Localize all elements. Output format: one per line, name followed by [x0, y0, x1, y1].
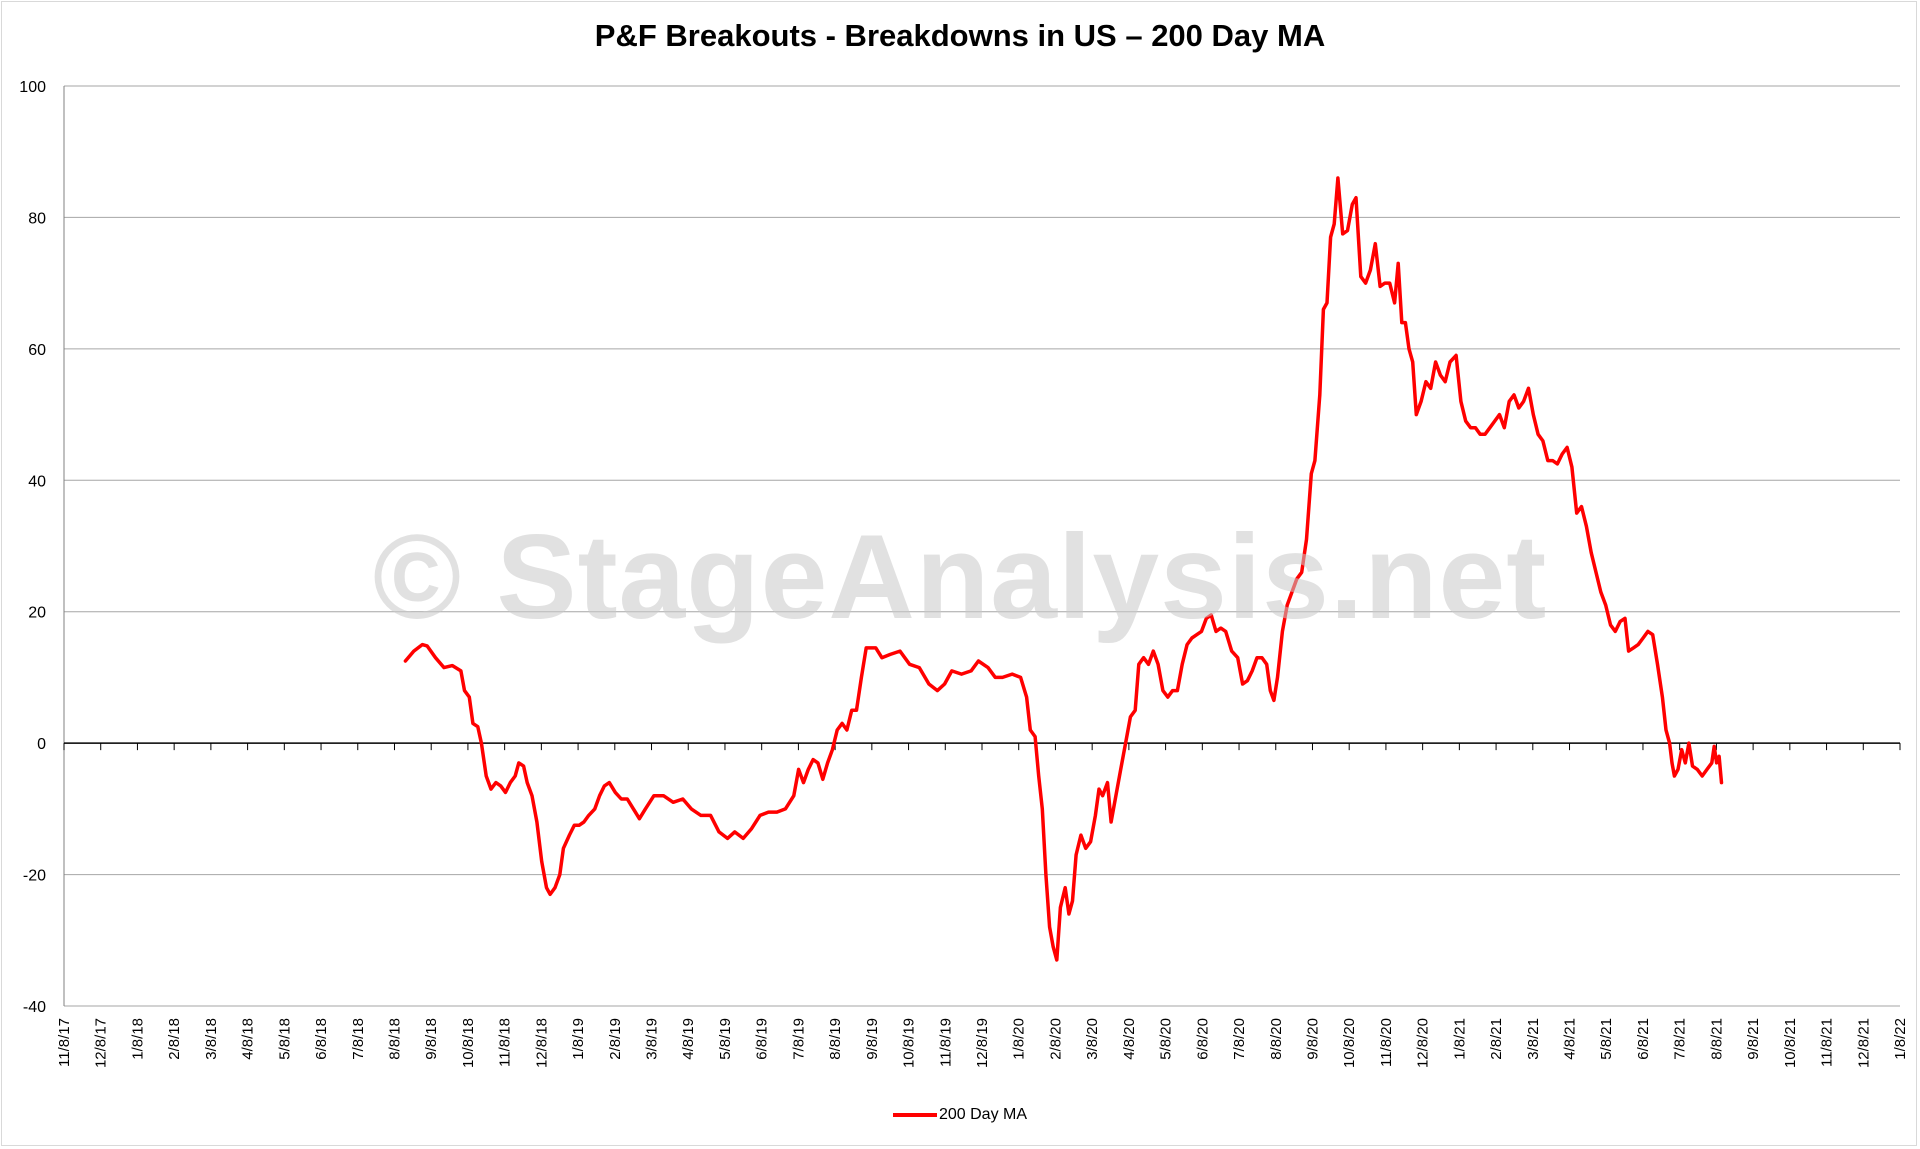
- legend-swatch: [892, 1113, 937, 1117]
- x-tick-label: 11/8/21: [1819, 1018, 1836, 1067]
- x-tick-label: 11/8/19: [937, 1018, 954, 1067]
- x-tick-label: 3/8/19: [644, 1018, 661, 1060]
- y-tick-label: 60: [28, 342, 46, 359]
- x-tick-label: 5/8/18: [276, 1018, 293, 1060]
- legend-label: 200 Day MA: [938, 1106, 1028, 1123]
- y-tick-label: -40: [23, 999, 46, 1016]
- x-tick-label: 8/8/19: [827, 1018, 844, 1060]
- x-tick-label: 6/8/18: [313, 1018, 330, 1060]
- x-tick-label: 11/8/17: [56, 1018, 73, 1067]
- x-tick-labels: 11/8/17 12/8/17 1/8/18 2/8/18 3/8/18 4/8/18 5/…: [56, 1018, 1909, 1068]
- x-tick-label: 10/8/19: [901, 1018, 918, 1068]
- y-tick-label: -20: [23, 868, 46, 885]
- x-tick-label: 1/8/19: [570, 1018, 587, 1060]
- x-tick-label: 3/8/21: [1525, 1018, 1542, 1060]
- x-tick-label: 10/8/18: [460, 1018, 477, 1068]
- x-tick-label: 9/8/18: [423, 1018, 440, 1060]
- x-tick-label: 9/8/20: [1304, 1018, 1321, 1060]
- x-tick-label: 6/8/21: [1635, 1018, 1652, 1060]
- x-tick-label: 12/8/20: [1415, 1018, 1432, 1068]
- chart-title: P&F Breakouts - Breakdowns in US – 200 D…: [594, 18, 1326, 53]
- x-tick-label: 7/8/19: [790, 1018, 807, 1060]
- y-tick-labels: 100 80 60 40 20 0 -20 -40: [19, 79, 46, 1016]
- y-tick-label: 40: [28, 473, 46, 490]
- x-tick-label: 8/8/20: [1268, 1018, 1285, 1060]
- x-tick-label: 2/8/19: [607, 1018, 624, 1060]
- x-tick-label: 12/8/17: [93, 1018, 110, 1068]
- series-line: [403, 176, 1724, 962]
- x-tick-label: 12/8/21: [1855, 1018, 1872, 1068]
- gridlines: [64, 85, 1900, 1007]
- x-tick-label: 2/8/21: [1488, 1018, 1505, 1060]
- x-tick-label: 7/8/18: [350, 1018, 367, 1060]
- x-tick-label: 3/8/20: [1084, 1018, 1101, 1060]
- x-tick-label: 1/8/21: [1451, 1018, 1468, 1060]
- y-tick-label: 0: [37, 736, 46, 753]
- x-tick-label: 6/8/20: [1194, 1018, 1211, 1060]
- x-tick-label: 4/8/18: [240, 1018, 257, 1060]
- x-tick-label: 5/8/19: [717, 1018, 734, 1060]
- x-tick-label: 11/8/18: [497, 1018, 514, 1067]
- x-tick-label: 7/8/20: [1231, 1018, 1248, 1060]
- axes: [63, 86, 1901, 1006]
- x-tick-label: 8/8/18: [386, 1018, 403, 1060]
- x-tick-label: 9/8/19: [864, 1018, 881, 1060]
- x-tick-label: 12/8/19: [974, 1018, 991, 1068]
- x-tick-label: 10/8/21: [1782, 1018, 1799, 1068]
- x-tick-label: 9/8/21: [1745, 1018, 1762, 1060]
- x-tick-label: 1/8/18: [129, 1018, 146, 1060]
- x-tick-label: 3/8/18: [203, 1018, 220, 1060]
- x-tick-label: 7/8/21: [1672, 1018, 1689, 1060]
- x-tick-label: 4/8/20: [1121, 1018, 1138, 1060]
- x-tick-label: 5/8/20: [1158, 1018, 1175, 1060]
- x-tick-label: 4/8/19: [680, 1018, 697, 1060]
- x-tick-label: 11/8/20: [1378, 1018, 1395, 1067]
- x-tick-label: 12/8/18: [533, 1018, 550, 1068]
- x-tick-label: 10/8/20: [1341, 1018, 1358, 1068]
- x-tick-label: 1/8/20: [1011, 1018, 1028, 1060]
- x-tick-label: 6/8/19: [754, 1018, 771, 1060]
- y-tick-label: 20: [28, 605, 46, 622]
- x-tick-label: 2/8/20: [1047, 1018, 1064, 1060]
- y-tick-label: 100: [19, 79, 46, 96]
- y-tick-label: 80: [28, 210, 46, 227]
- x-tick-label: 4/8/21: [1562, 1018, 1579, 1060]
- series-layer: [403, 176, 1724, 962]
- x-tick-label: 5/8/21: [1598, 1018, 1615, 1060]
- x-tick-label: 1/8/22: [1892, 1018, 1909, 1060]
- x-tick-label: 8/8/21: [1708, 1018, 1725, 1060]
- x-tick-label: 2/8/18: [166, 1018, 183, 1060]
- legend: 200 Day MA: [0, 1106, 1920, 1124]
